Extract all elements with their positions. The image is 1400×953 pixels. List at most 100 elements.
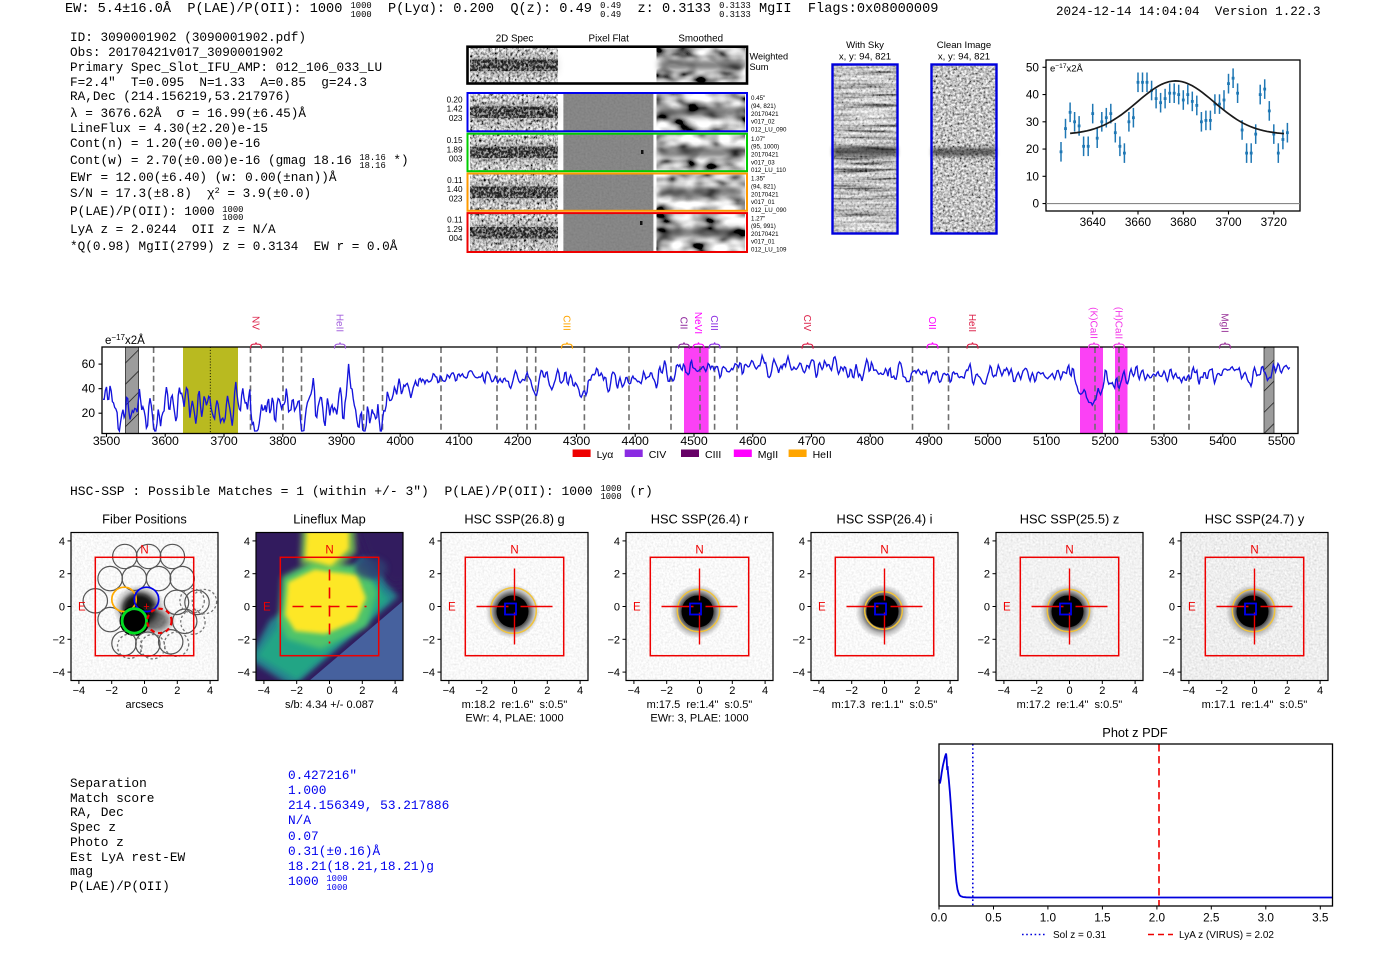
svg-text:023: 023 [449, 194, 463, 203]
svg-text:4: 4 [429, 536, 435, 548]
svg-text:0: 0 [429, 602, 435, 614]
svg-text:N: N [140, 545, 148, 557]
svg-text:3.5: 3.5 [1312, 911, 1329, 925]
svg-text:2: 2 [984, 569, 990, 581]
svg-text:0.45": 0.45" [751, 95, 765, 102]
svg-text:20170421: 20170421 [751, 111, 779, 118]
svg-text:4: 4 [1169, 536, 1175, 548]
svg-text:0: 0 [881, 685, 887, 697]
svg-text:E: E [1003, 602, 1011, 614]
svg-text:HSC SSP(26.8) g: HSC SSP(26.8) g [464, 512, 564, 527]
svg-text:s/b: 4.34 +/- 0.087: s/b: 4.34 +/- 0.087 [285, 699, 374, 711]
svg-text:2D Spec: 2D Spec [496, 34, 534, 45]
svg-text:Lyα: Lyα [597, 449, 614, 461]
svg-text:Sol z = 0.31: Sol z = 0.31 [1053, 930, 1107, 941]
svg-text:3800: 3800 [269, 434, 297, 448]
svg-text:5300: 5300 [1150, 434, 1178, 448]
svg-text:0: 0 [696, 685, 702, 697]
svg-text:3900: 3900 [328, 434, 356, 448]
svg-text:5500: 5500 [1268, 434, 1296, 448]
svg-text:10: 10 [1026, 169, 1040, 183]
svg-text:3.0: 3.0 [1258, 911, 1275, 925]
svg-text:m:17.2 re:1.4" s:0.5": m:17.2 re:1.4" s:0.5" [1017, 699, 1123, 711]
svg-text:E: E [633, 602, 641, 614]
svg-text:40: 40 [82, 382, 96, 396]
svg-text:(K)CaII: (K)CaII [1088, 307, 1099, 339]
svg-text:50: 50 [1026, 60, 1040, 74]
svg-text:4: 4 [1132, 685, 1138, 697]
svg-text:30: 30 [1026, 115, 1040, 129]
svg-text:−4: −4 [1183, 685, 1196, 697]
svg-text:Sum: Sum [750, 62, 769, 72]
svg-text:−4: −4 [998, 685, 1011, 697]
svg-text:CIII: CIII [708, 315, 719, 331]
svg-text:x, y: 94, 821: x, y: 94, 821 [839, 52, 891, 63]
svg-text:1.35": 1.35" [751, 176, 765, 183]
svg-text:1.5: 1.5 [1094, 911, 1111, 925]
svg-text:−2: −2 [237, 634, 250, 646]
svg-text:arcsecs: arcsecs [126, 699, 164, 711]
svg-text:004: 004 [449, 234, 463, 243]
svg-text:−4: −4 [607, 667, 620, 679]
svg-text:EWr: 4, PLAE: 1000: EWr: 4, PLAE: 1000 [465, 713, 563, 725]
svg-text:−2: −2 [475, 685, 488, 697]
svg-text:2: 2 [1099, 685, 1105, 697]
svg-text:2: 2 [59, 569, 65, 581]
svg-text:Phot z PDF: Phot z PDF [1102, 725, 1168, 740]
svg-text:3680: 3680 [1170, 215, 1197, 229]
svg-text:v017_02: v017_02 [751, 119, 775, 126]
svg-text:2: 2 [914, 685, 920, 697]
svg-text:−2: −2 [1030, 685, 1043, 697]
svg-text:N: N [695, 545, 703, 557]
svg-text:4: 4 [244, 536, 250, 548]
svg-text:0: 0 [511, 685, 517, 697]
svg-text:(94, 821): (94, 821) [751, 184, 776, 191]
svg-text:3500: 3500 [93, 434, 121, 448]
svg-text:−4: −4 [237, 667, 250, 679]
svg-text:CIII: CIII [561, 315, 572, 331]
svg-text:E: E [1188, 602, 1196, 614]
svg-text:5400: 5400 [1209, 434, 1237, 448]
svg-text:N: N [510, 545, 518, 557]
svg-text:N: N [1250, 545, 1258, 557]
svg-text:E: E [78, 602, 86, 614]
svg-text:m:17.3 re:1.1" s:0.5": m:17.3 re:1.1" s:0.5" [832, 699, 938, 711]
svg-text:−2: −2 [1215, 685, 1228, 697]
svg-text:012_LU_090: 012_LU_090 [751, 207, 787, 214]
svg-text:m:17.5 re:1.4" s:0.5": m:17.5 re:1.4" s:0.5" [647, 699, 753, 711]
svg-text:1.0: 1.0 [1040, 911, 1057, 925]
svg-text:−4: −4 [52, 667, 65, 679]
svg-text:1.07": 1.07" [751, 136, 765, 143]
svg-text:4700: 4700 [798, 434, 826, 448]
svg-text:NV: NV [250, 316, 261, 330]
svg-text:CIV: CIV [649, 449, 667, 461]
svg-text:1.89: 1.89 [447, 145, 463, 154]
svg-text:−2: −2 [52, 634, 65, 646]
svg-text:(95, 991): (95, 991) [751, 223, 776, 230]
svg-text:0: 0 [141, 685, 147, 697]
svg-text:2.5: 2.5 [1203, 911, 1220, 925]
svg-text:NeVI: NeVI [692, 312, 703, 334]
svg-text:E: E [448, 602, 456, 614]
svg-text:0: 0 [1032, 197, 1039, 211]
svg-text:HeII: HeII [813, 449, 832, 461]
svg-text:60: 60 [82, 357, 96, 371]
svg-text:−4: −4 [258, 685, 271, 697]
svg-text:3700: 3700 [1215, 215, 1242, 229]
svg-text:−4: −4 [73, 685, 86, 697]
svg-text:2: 2 [359, 685, 365, 697]
svg-text:−4: −4 [1162, 667, 1175, 679]
svg-text:N: N [880, 545, 888, 557]
svg-text:4: 4 [947, 685, 953, 697]
svg-text:012_LU_110: 012_LU_110 [751, 167, 787, 174]
svg-text:e−17x2Å: e−17x2Å [1050, 63, 1084, 75]
svg-text:40: 40 [1026, 88, 1040, 102]
svg-text:−2: −2 [422, 634, 435, 646]
svg-text:0: 0 [799, 602, 805, 614]
svg-text:1.42: 1.42 [447, 105, 463, 114]
svg-text:1.40: 1.40 [447, 185, 463, 194]
svg-text:4200: 4200 [504, 434, 532, 448]
svg-text:−4: −4 [813, 685, 826, 697]
svg-text:x, y: 94, 821: x, y: 94, 821 [938, 52, 990, 63]
svg-text:Fiber Positions: Fiber Positions [102, 512, 187, 527]
